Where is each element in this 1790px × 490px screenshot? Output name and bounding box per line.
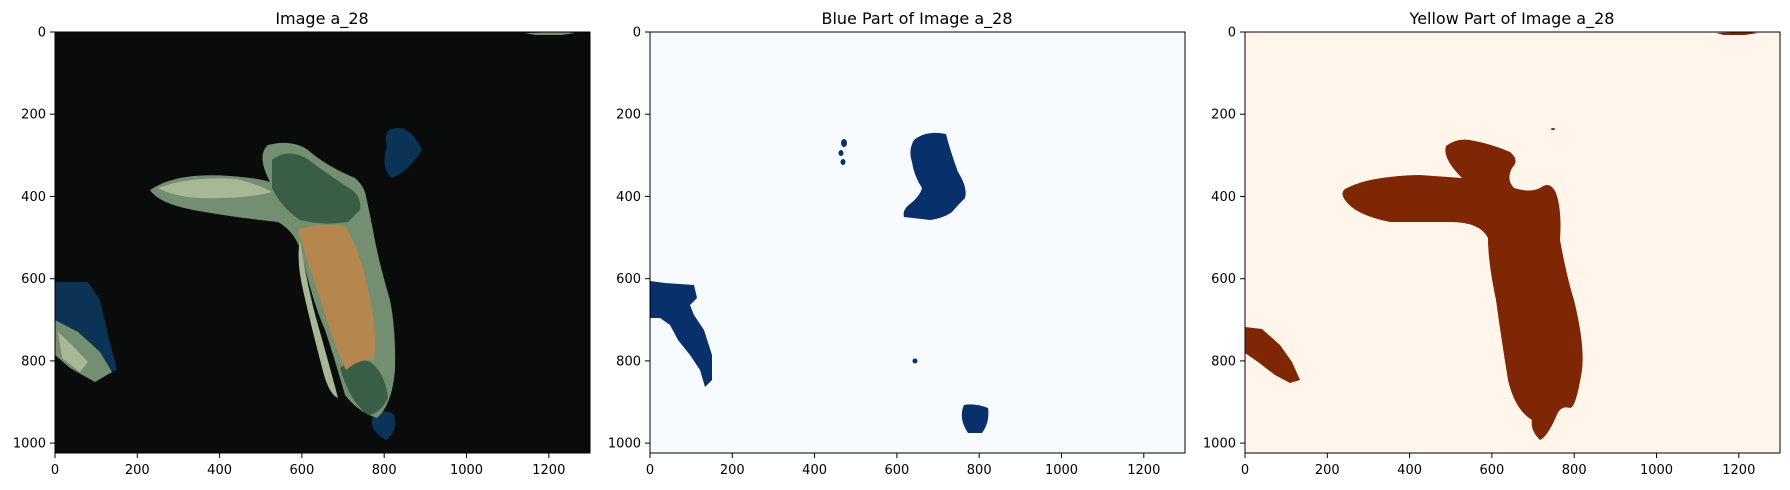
- panel-title: Blue Part of Image a_28: [821, 9, 1012, 29]
- yellow-region-main: [1342, 139, 1583, 440]
- blue-region-center: [903, 132, 966, 220]
- y-tick-label: 400: [1211, 190, 1236, 205]
- joint-dark-green: [272, 153, 361, 224]
- x-tick-label: 400: [1397, 463, 1422, 478]
- blue-region-left: [650, 281, 712, 387]
- image-content: [1245, 32, 1780, 453]
- x-tick-label: 0: [51, 463, 59, 478]
- y-tick-label: 400: [616, 190, 641, 205]
- x-tick-label: 1000: [450, 463, 483, 478]
- blue-region-bottom: [961, 404, 989, 433]
- y-axis: 0 200 400 600 800 1000: [608, 26, 650, 452]
- image-content: [55, 32, 590, 453]
- x-tick-label: 400: [207, 463, 232, 478]
- arm-highlight-pale: [158, 178, 272, 199]
- y-tick-label: 1000: [1203, 437, 1236, 452]
- yellow-speck-top: [1716, 32, 1758, 35]
- y-tick-label: 200: [1211, 108, 1236, 123]
- y-tick-label: 600: [616, 272, 641, 287]
- x-tick-label: 0: [1241, 463, 1249, 478]
- panel-title: Yellow Part of Image a_28: [1409, 9, 1615, 29]
- x-tick-label: 600: [884, 463, 909, 478]
- x-tick-label: 600: [1479, 463, 1504, 478]
- blue-lobe-top: [384, 128, 422, 178]
- x-tick-label: 400: [802, 463, 827, 478]
- x-axis: 0 200 400 600 800 1000 1200: [51, 453, 565, 478]
- y-tick-label: 600: [1211, 272, 1236, 287]
- blue-dot: [838, 150, 844, 156]
- y-tick-label: 400: [21, 190, 46, 205]
- x-tick-label: 800: [967, 463, 992, 478]
- y-tick-label: 200: [21, 108, 46, 123]
- y-tick-label: 800: [1211, 354, 1236, 369]
- y-tick-label: 800: [21, 354, 46, 369]
- image-content: [650, 32, 1185, 453]
- axes-frame: [649, 31, 1186, 454]
- blue-lobe-bottom: [371, 411, 395, 440]
- x-tick-label: 1000: [1045, 463, 1078, 478]
- stem-orange-core: [298, 224, 376, 370]
- yellow-region-left: [1245, 327, 1300, 383]
- blue-dot: [841, 139, 847, 147]
- panel-blue-part: Blue Part of Image a_28 0 200 400 600 80…: [608, 9, 1186, 478]
- blue-dot: [912, 358, 918, 364]
- x-tick-label: 1200: [532, 463, 565, 478]
- panel-original-image: Image a_28: [13, 9, 591, 478]
- x-axis: 0 200 400 600 800 1000 1200: [646, 453, 1160, 478]
- x-tick-label: 200: [720, 463, 745, 478]
- x-axis: 0 200 400 600 800 1000 1200: [1241, 453, 1755, 478]
- yellow-dot: [1551, 128, 1555, 130]
- x-tick-label: 200: [125, 463, 150, 478]
- x-tick-label: 1200: [1722, 463, 1755, 478]
- x-tick-label: 1200: [1127, 463, 1160, 478]
- y-tick-label: 1000: [608, 437, 641, 452]
- panel-title: Image a_28: [275, 9, 368, 29]
- x-tick-label: 0: [646, 463, 654, 478]
- y-tick-label: 800: [616, 354, 641, 369]
- y-tick-label: 600: [21, 272, 46, 287]
- y-tick-label: 0: [1228, 26, 1236, 41]
- x-tick-label: 800: [372, 463, 397, 478]
- mask-background: [650, 32, 1185, 453]
- y-tick-label: 1000: [13, 437, 46, 452]
- axes-frame: [54, 31, 591, 454]
- x-tick-label: 1000: [1640, 463, 1673, 478]
- left-cluster-pale: [58, 332, 88, 372]
- y-axis: 0 200 400 600 800 1000: [1203, 26, 1245, 452]
- x-tick-label: 800: [1562, 463, 1587, 478]
- left-cluster-green: [55, 320, 112, 382]
- y-axis: 0 200 400 600 800 1000: [13, 26, 55, 452]
- top-right-speck: [525, 32, 575, 35]
- x-tick-label: 200: [1315, 463, 1340, 478]
- y-tick-label: 0: [38, 26, 46, 41]
- panel-yellow-part: Yellow Part of Image a_28 0 200 400 600 …: [1203, 9, 1781, 478]
- x-tick-label: 600: [289, 463, 314, 478]
- axes-frame: [1244, 31, 1781, 454]
- stem-highlight-pale: [298, 240, 338, 398]
- y-tick-label: 200: [616, 108, 641, 123]
- tip-dark-green: [340, 360, 388, 415]
- y-tick-label: 0: [633, 26, 641, 41]
- blue-dot: [840, 159, 846, 165]
